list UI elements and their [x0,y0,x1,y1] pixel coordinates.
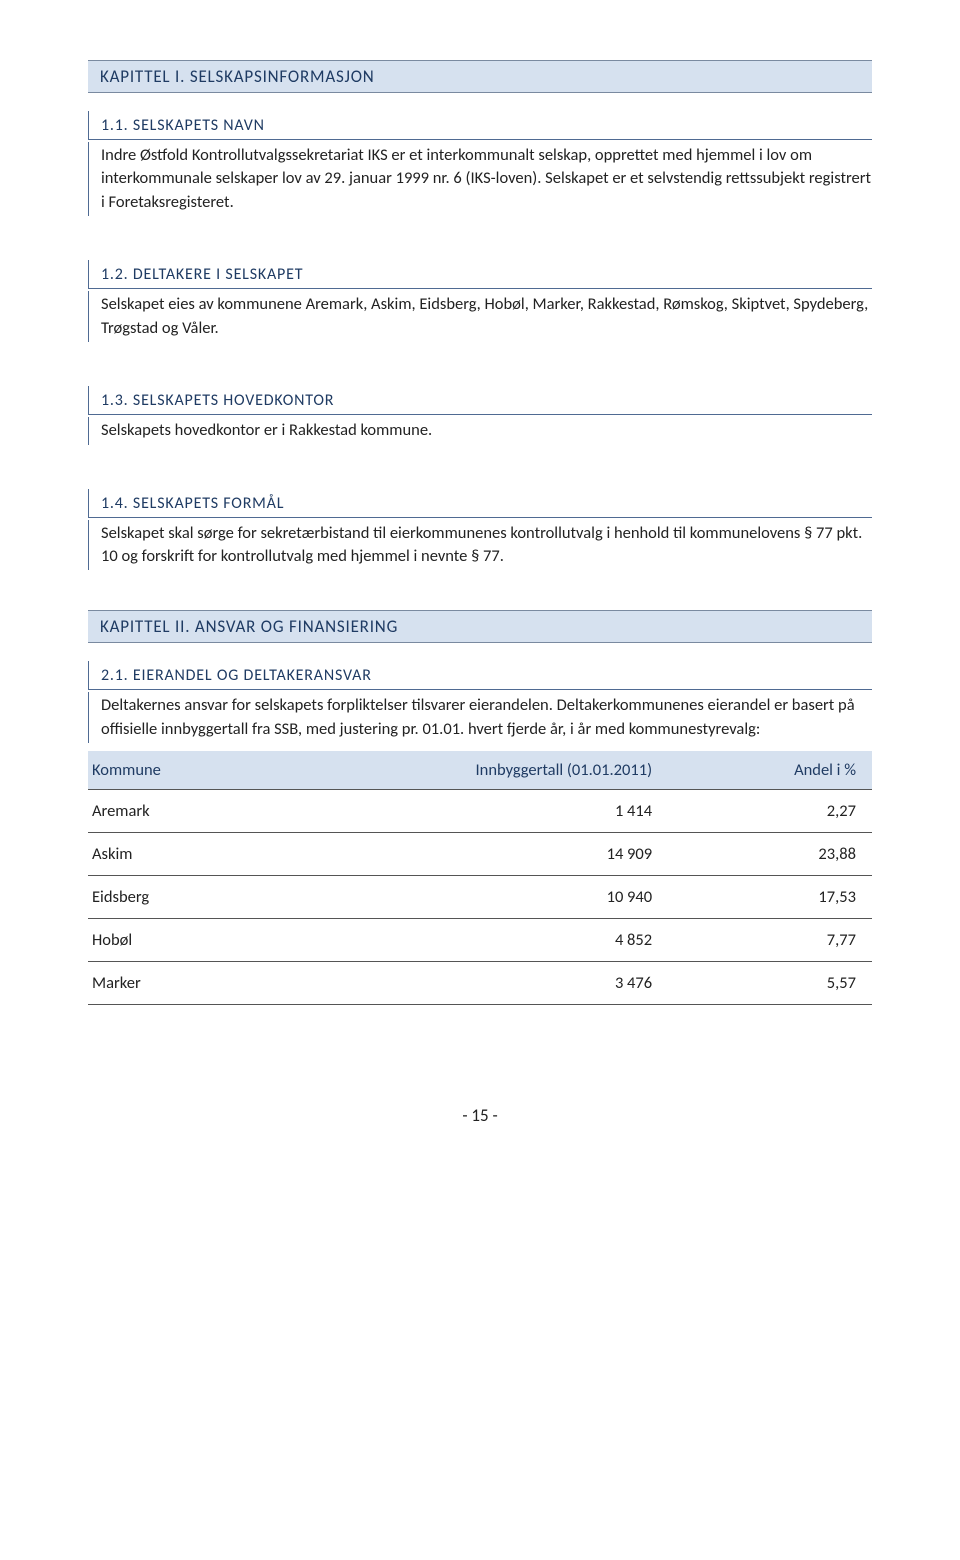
cell-name: Askim [88,833,355,876]
cell-pct: 5,57 [668,962,872,1005]
page-number: - 15 - [88,1105,872,1126]
section-1-3-container: 1.3. SELSKAPETS HOVEDKONTOR [88,386,872,415]
section-1-4-heading: 1.4. SELSKAPETS FORMÅL [101,494,872,513]
section-1-3-heading: 1.3. SELSKAPETS HOVEDKONTOR [101,391,872,410]
table-header-pop: Innbyggertall (01.01.2011) [355,751,669,790]
cell-pct: 2,27 [668,790,872,833]
cell-pop: 1 414 [355,790,669,833]
section-2-1-container: 2.1. EIERANDEL OG DELTAKERANSVAR [88,661,872,690]
section-1-2-heading: 1.2. DELTAKERE I SELSKAPET [101,265,872,284]
table-row: Eidsberg 10 940 17,53 [88,876,872,919]
cell-pct: 23,88 [668,833,872,876]
table-row: Aremark 1 414 2,27 [88,790,872,833]
section-2-1-heading: 2.1. EIERANDEL OG DELTAKERANSVAR [101,666,872,685]
section-1-1-body: Indre Østfold Kontrollutvalgssekretariat… [88,142,872,216]
table-row: Askim 14 909 23,88 [88,833,872,876]
cell-pop: 14 909 [355,833,669,876]
document-page: KAPITTEL I. SELSKAPSINFORMASJON 1.1. SEL… [0,0,960,1166]
chapter-2-title: KAPITTEL II. ANSVAR OG FINANSIERING [88,610,872,643]
section-1-4-container: 1.4. SELSKAPETS FORMÅL [88,489,872,518]
share-table: Kommune Innbyggertall (01.01.2011) Andel… [88,751,872,1005]
section-1-1-container: 1.1. SELSKAPETS NAVN [88,111,872,140]
section-1-2-container: 1.2. DELTAKERE I SELSKAPET [88,260,872,289]
table-row: Hobøl 4 852 7,77 [88,919,872,962]
table-row: Marker 3 476 5,57 [88,962,872,1005]
cell-pop: 10 940 [355,876,669,919]
section-1-4-body: Selskapet skal sørge for sekretærbistand… [88,520,872,571]
cell-pct: 17,53 [668,876,872,919]
cell-pct: 7,77 [668,919,872,962]
chapter-1-title: KAPITTEL I. SELSKAPSINFORMASJON [88,60,872,93]
table-header-pct: Andel i % [668,751,872,790]
section-1-3-body: Selskapets hovedkontor er i Rakkestad ko… [88,417,872,444]
cell-name: Aremark [88,790,355,833]
cell-pop: 4 852 [355,919,669,962]
table-header-row: Kommune Innbyggertall (01.01.2011) Andel… [88,751,872,790]
section-1-2-body: Selskapet eies av kommunene Aremark, Ask… [88,291,872,342]
cell-pop: 3 476 [355,962,669,1005]
cell-name: Eidsberg [88,876,355,919]
table-header-kommune: Kommune [88,751,355,790]
section-1-1-heading: 1.1. SELSKAPETS NAVN [101,116,872,135]
cell-name: Marker [88,962,355,1005]
section-2-1-body: Deltakernes ansvar for selskapets forpli… [88,692,872,743]
cell-name: Hobøl [88,919,355,962]
